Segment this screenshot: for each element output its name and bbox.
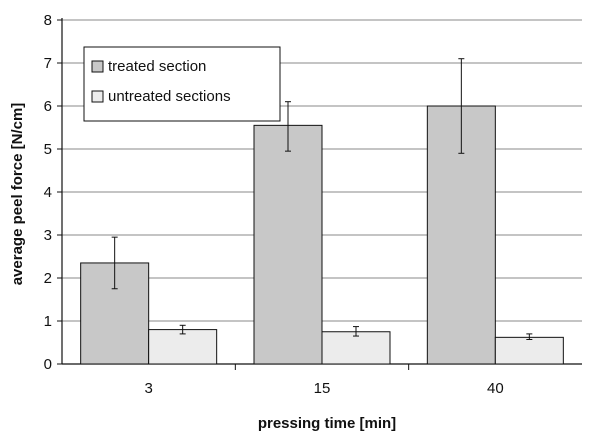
- y-tick-label: 4: [44, 184, 52, 201]
- bar: [321, 331, 391, 365]
- bar: [494, 336, 564, 365]
- legend-swatch: [91, 90, 104, 103]
- y-tick-label: 8: [44, 12, 52, 29]
- y-tick-label: 1: [44, 313, 52, 330]
- x-tick-label: 40: [487, 380, 504, 397]
- x-axis-title: pressing time [min]: [258, 415, 396, 432]
- legend-label: untreated sections: [108, 88, 231, 105]
- legend: treated section untreated sections: [83, 46, 281, 122]
- y-tick-label: 0: [44, 356, 52, 373]
- x-tick-label: 3: [144, 380, 152, 397]
- y-tick-label: 5: [44, 141, 52, 158]
- bar: [148, 329, 218, 365]
- y-tick-label: 2: [44, 270, 52, 287]
- y-tick-label: 6: [44, 98, 52, 115]
- y-tick-label: 7: [44, 55, 52, 72]
- legend-box: [83, 46, 281, 122]
- bar: [253, 124, 323, 365]
- legend-label: treated section: [108, 58, 206, 75]
- y-tick-label: 3: [44, 227, 52, 244]
- x-tick-label: 15: [314, 380, 331, 397]
- y-axis-title: average peel force [N/cm]: [9, 103, 26, 286]
- legend-swatch: [91, 60, 104, 73]
